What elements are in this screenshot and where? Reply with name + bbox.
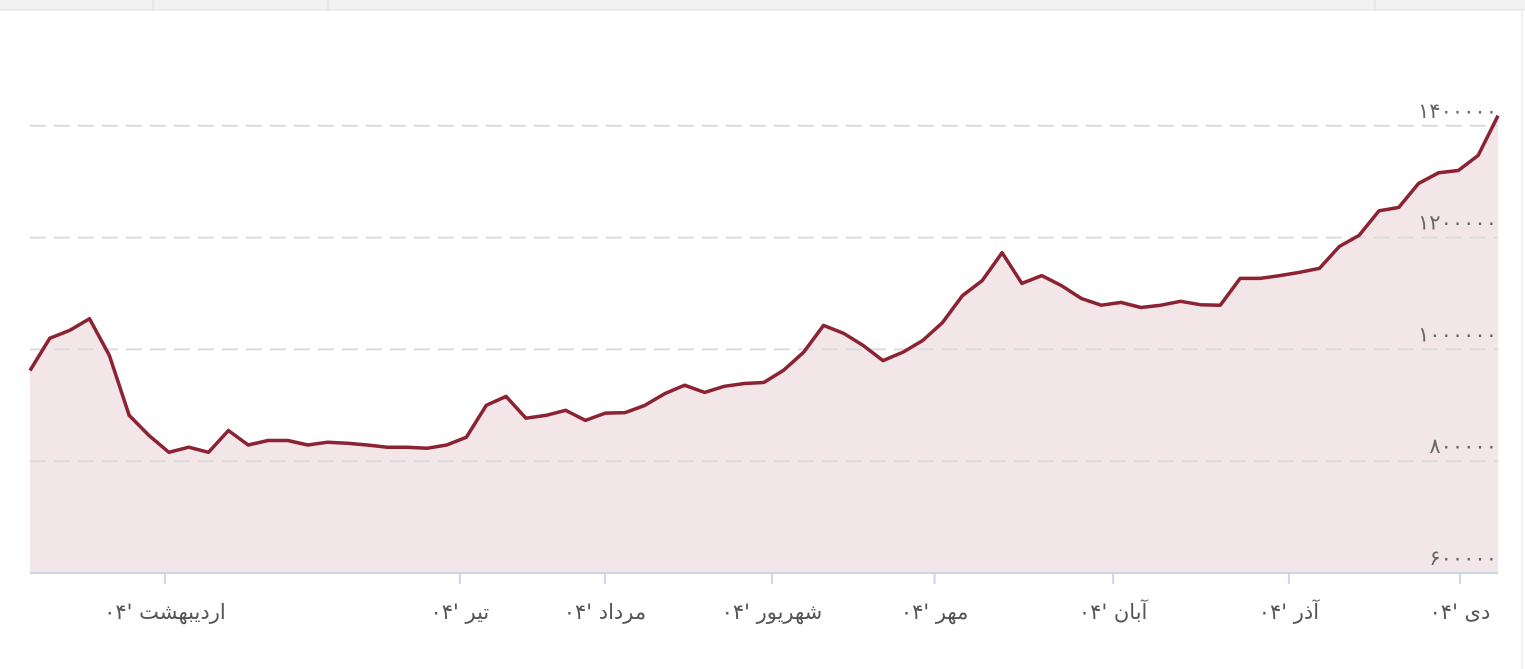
- x-tick-label: دی '۰۴: [1430, 600, 1491, 624]
- x-tick-label: اردیبهشت '۰۴: [104, 600, 226, 624]
- x-tick-label: مهر '۰۴: [901, 600, 969, 624]
- x-tick-label: آبان '۰۴: [1079, 599, 1149, 624]
- y-tick-label: ۸۰۰۰۰۰: [1429, 434, 1497, 458]
- plot-area: ۶۰۰۰۰۰ ۸۰۰۰۰۰ ۱۰۰۰۰۰۰ ۱۲۰۰۰۰۰ ۱۴۰۰۰۰۰ اردیبهش…: [28, 99, 1500, 624]
- x-tick-label: آذر '۰۴: [1259, 599, 1321, 624]
- y-tick-label: ۱۲۰۰۰۰۰: [1418, 211, 1497, 235]
- top-bar: [0, 0, 1525, 10]
- line: [28, 114, 1500, 455]
- x-tick-label: مرداد '۰۴: [564, 600, 646, 624]
- y-tick-label: ۱۰۰۰۰۰۰: [1418, 322, 1497, 346]
- area: [30, 115, 1498, 573]
- y-tick-label: ۱۴۰۰۰۰۰: [1418, 99, 1497, 123]
- x-tick-label: شهریور '۰۴: [722, 600, 823, 624]
- x-tick-label: تیر '۰۴: [430, 600, 489, 624]
- y-tick-label: ۶۰۰۰۰۰: [1429, 546, 1497, 570]
